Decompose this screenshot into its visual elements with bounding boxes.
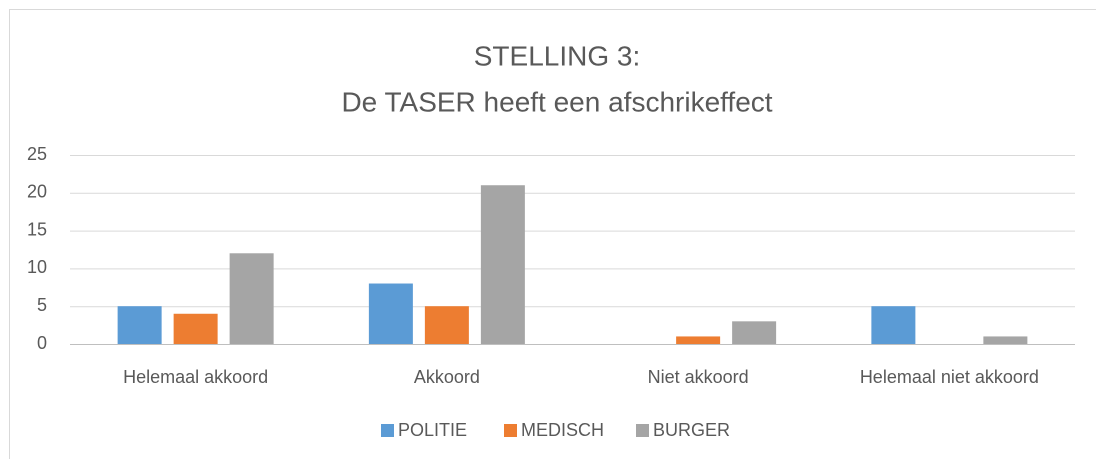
x-tick-label: Helemaal akkoord: [123, 367, 268, 387]
legend-label: POLITIE: [398, 420, 467, 440]
x-tick-label: Niet akkoord: [648, 367, 749, 387]
chart-title: De TASER heeft een afschrikeffect: [341, 86, 772, 117]
y-tick-label: 20: [27, 182, 47, 202]
y-tick-label: 0: [37, 333, 47, 353]
legend-swatch: [504, 424, 517, 437]
legend-swatch: [636, 424, 649, 437]
legend-label: BURGER: [653, 420, 730, 440]
bar: [871, 306, 916, 344]
chart-frame: [9, 9, 1096, 459]
chart-title: STELLING 3:: [474, 40, 641, 71]
y-tick-label: 5: [37, 295, 47, 315]
bar: [480, 185, 525, 344]
bar: [173, 313, 218, 344]
y-tick-label: 25: [27, 144, 47, 164]
legend-swatch: [381, 424, 394, 437]
x-tick-label: Helemaal niet akkoord: [860, 367, 1039, 387]
bar: [368, 283, 413, 344]
bar: [983, 336, 1028, 344]
y-tick-label: 10: [27, 257, 47, 277]
bar: [676, 336, 721, 344]
bar: [117, 306, 162, 344]
y-tick-label: 15: [27, 219, 47, 239]
bar: [424, 306, 469, 344]
bar: [732, 321, 777, 344]
legend-label: MEDISCH: [521, 420, 604, 440]
bar: [229, 253, 274, 344]
x-tick-label: Akkoord: [414, 367, 480, 387]
